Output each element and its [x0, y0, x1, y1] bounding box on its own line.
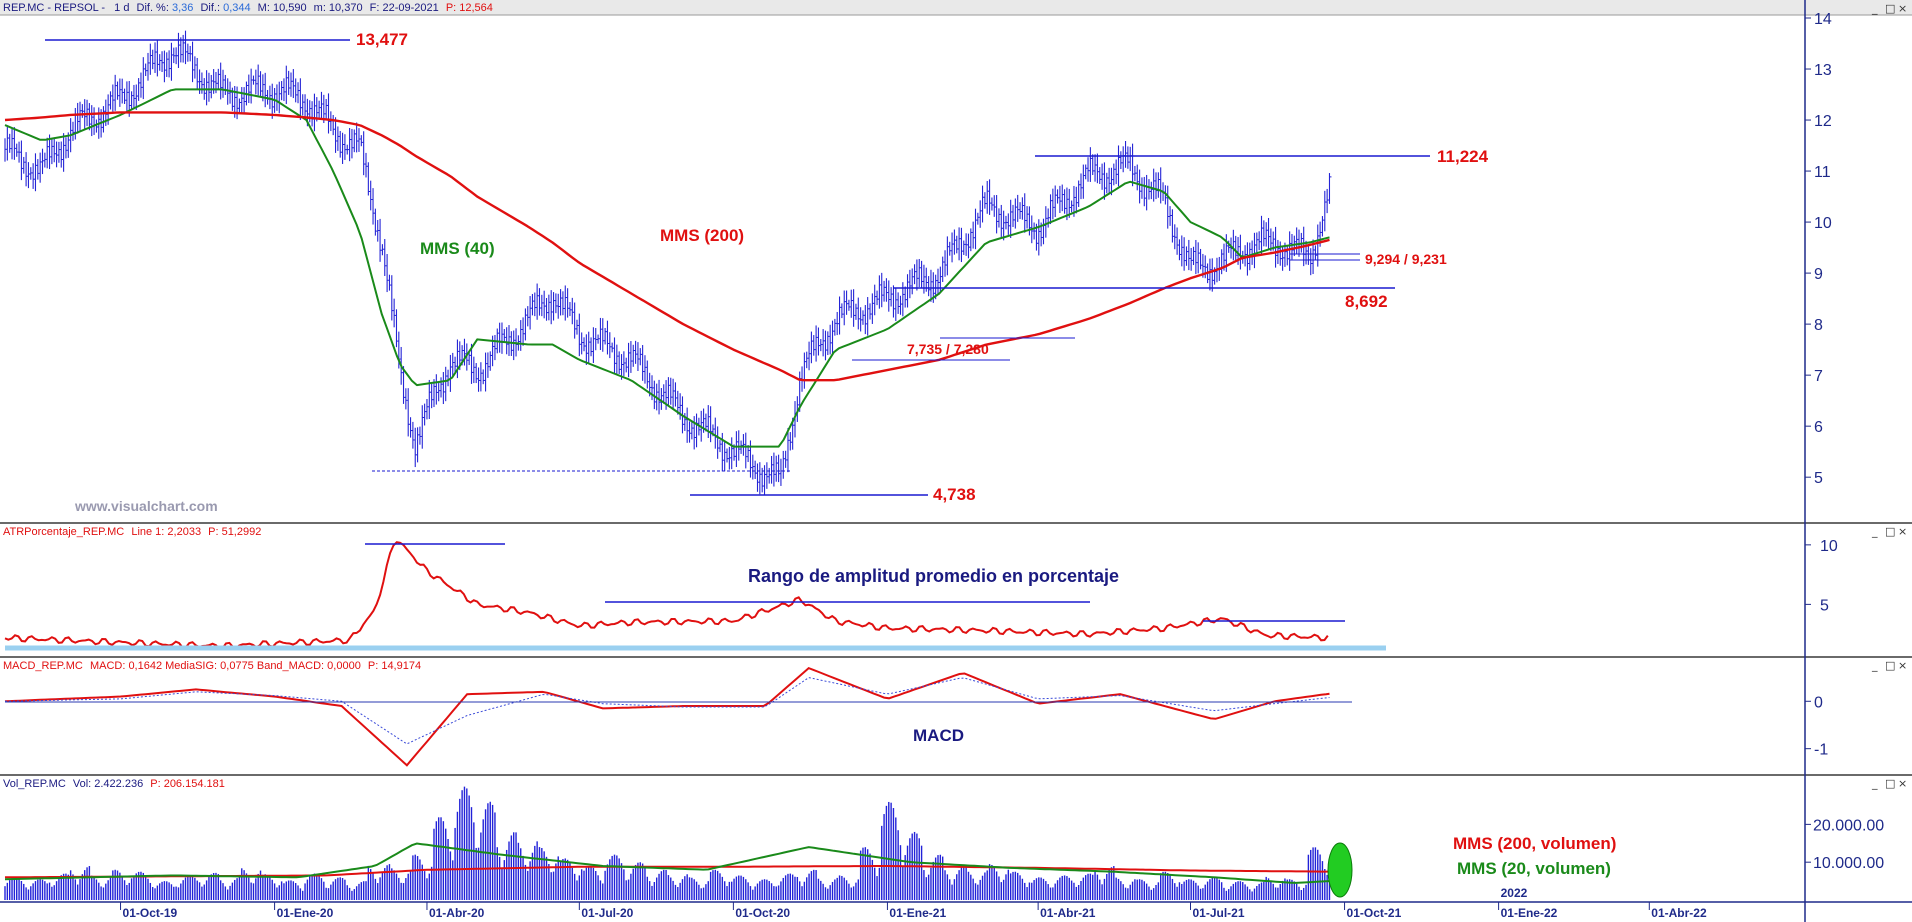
atr-header-name: ATRPorcentaje_REP.MC	[3, 526, 124, 538]
macd-header-p: P: 14,9174	[368, 660, 421, 672]
macd-y-tick-label: 0	[1814, 694, 1823, 711]
price-header-dif: 0,344	[223, 2, 251, 14]
label-mms200: MMS (200)	[660, 226, 744, 245]
label-bottom-level: 4,738	[933, 485, 976, 504]
macd-y-tick-label: -1	[1814, 742, 1828, 759]
macd-panel	[4, 666, 1330, 767]
price-y-tick-label: 14	[1814, 11, 1832, 28]
price-header-max: M: 10,590	[258, 2, 307, 14]
x-axis: 01-Oct-19 01-Ene-20 01-Abr-20 01-Jul-20 01-O…	[120, 886, 1707, 920]
macd-signal-line	[4, 677, 1330, 745]
price-header-dif-label: Dif.:	[200, 2, 220, 14]
price-y-tick-label: 5	[1814, 470, 1823, 487]
mms40-line	[4, 88, 1330, 448]
close-button[interactable]: ×	[1898, 525, 1907, 538]
minimize-button[interactable]: _	[1871, 659, 1878, 672]
volume-y-tick-label: 10.000.00	[1813, 855, 1884, 872]
vol-header-name: Vol_REP.MC	[3, 778, 66, 790]
chart-annotations: 13,477 4,738 11,224 8,692 9,294 / 9,231 …	[74, 30, 1616, 878]
label-support: 8,692	[1345, 292, 1388, 311]
watermark: www.visualchart.com	[74, 498, 218, 514]
label-top-level: 13,477	[356, 30, 408, 49]
x-tick-label: 01-Jul-21	[1193, 906, 1245, 920]
mms200-line	[4, 111, 1330, 382]
atr-header-p: P: 51,2992	[208, 526, 261, 538]
x-tick-label: 01-Abr-21	[1040, 906, 1096, 920]
close-button[interactable]: ×	[1898, 659, 1907, 672]
label-vol-mms200: MMS (200, volumen)	[1453, 834, 1616, 853]
price-header-last: P: 12,564	[446, 2, 493, 14]
x-year-label: 2022	[1501, 886, 1528, 900]
price-y-tick-label: 13	[1814, 62, 1832, 79]
vol-header: Vol_REP.MC Vol: 2.422.236 P: 206.154.181	[3, 778, 225, 790]
label-mms40: MMS (40)	[420, 239, 495, 258]
price-panel	[4, 30, 1332, 496]
price-y-tick-label: 8	[1814, 317, 1823, 334]
price-y-tick-label: 12	[1814, 113, 1832, 130]
atr-y-tick-label: 5	[1820, 597, 1829, 614]
volume-highlight-ellipse	[1327, 842, 1353, 898]
label-atr-title: Rango de amplitud promedio en porcentaje	[748, 566, 1119, 586]
maximize-button[interactable]: □	[1885, 777, 1895, 790]
x-tick-label: 01-Abr-22	[1651, 906, 1707, 920]
macd-header: MACD_REP.MC MACD: 0,1642 MediaSIG: 0,077…	[3, 660, 421, 672]
price-y-tick-label: 11	[1814, 164, 1831, 181]
label-range-high: 9,294 / 9,231	[1365, 251, 1447, 267]
atr-panel	[4, 541, 1329, 650]
atr-header: ATRPorcentaje_REP.MC Line 1: 2,2033 P: 5…	[3, 526, 261, 538]
label-resistance: 11,224	[1437, 147, 1489, 166]
x-tick-label: 01-Ene-20	[277, 906, 334, 920]
minimize-button[interactable]: _	[1871, 2, 1878, 15]
price-window-buttons: _ □ ×	[1871, 2, 1907, 15]
price-header-min: m: 10,370	[314, 2, 363, 14]
macd-header-vals: MACD: 0,1642 MediaSIG: 0,0775 Band_MACD:…	[90, 660, 361, 672]
y-axis: 5 6 7 8 9 10 11 12 13 14 5 10 0 -1 10.000.00 20.000.00	[1805, 11, 1884, 872]
price-y-tick-label: 9	[1814, 266, 1823, 283]
price-header: REP.MC - REPSOL - 1 d Dif. %: 3,36 Dif.:…	[3, 2, 493, 14]
x-tick-label: 01-Oct-21	[1347, 906, 1402, 920]
price-y-tick-label: 10	[1814, 215, 1832, 232]
vol-window-buttons: _ □ ×	[1871, 777, 1907, 790]
maximize-button[interactable]: □	[1885, 2, 1895, 15]
x-tick-label: 01-Oct-19	[123, 906, 178, 920]
price-header-bar	[0, 0, 1912, 15]
atr-line	[4, 541, 1329, 650]
volume-mms20-line	[4, 842, 1330, 884]
price-header-date: F: 22-09-2021	[370, 2, 439, 14]
vol-header-vals: Vol: 2.422.236	[73, 778, 143, 790]
vol-header-p: P: 206.154.181	[150, 778, 225, 790]
price-header-name: REP.MC - REPSOL -	[3, 2, 105, 14]
label-range-low: 7,735 / 7,280	[907, 341, 989, 357]
minimize-button[interactable]: _	[1871, 777, 1878, 790]
x-tick-label: 01-Oct-20	[735, 906, 790, 920]
volume-panel	[4, 786, 1331, 900]
atr-y-tick-label: 10	[1820, 538, 1838, 555]
x-tick-label: 01-Ene-21	[889, 906, 946, 920]
drawn-levels	[5, 39, 1430, 898]
minimize-button[interactable]: _	[1871, 525, 1878, 538]
maximize-button[interactable]: □	[1885, 659, 1895, 672]
price-header-tf: 1 d	[114, 2, 129, 14]
atr-window-buttons: _ □ ×	[1871, 525, 1907, 538]
price-y-tick-label: 6	[1814, 419, 1823, 436]
price-y-tick-label: 7	[1814, 368, 1823, 385]
close-button[interactable]: ×	[1898, 2, 1907, 15]
macd-header-name: MACD_REP.MC	[3, 660, 83, 672]
close-button[interactable]: ×	[1898, 777, 1907, 790]
atr-header-line: Line 1: 2,2033	[131, 526, 201, 538]
macd-window-buttons: _ □ ×	[1871, 659, 1907, 672]
x-tick-label: 01-Jul-20	[581, 906, 633, 920]
maximize-button[interactable]: □	[1885, 525, 1895, 538]
macd-line	[4, 666, 1330, 767]
price-header-difpct-label: Dif. %:	[137, 2, 169, 14]
price-header-difpct: 3,36	[172, 2, 193, 14]
label-vol-mms20: MMS (20, volumen)	[1457, 859, 1611, 878]
x-tick-label: 01-Ene-22	[1501, 906, 1558, 920]
label-macd-title: MACD	[913, 726, 964, 745]
volume-y-tick-label: 20.000.00	[1813, 817, 1884, 834]
x-tick-label: 01-Abr-20	[429, 906, 485, 920]
